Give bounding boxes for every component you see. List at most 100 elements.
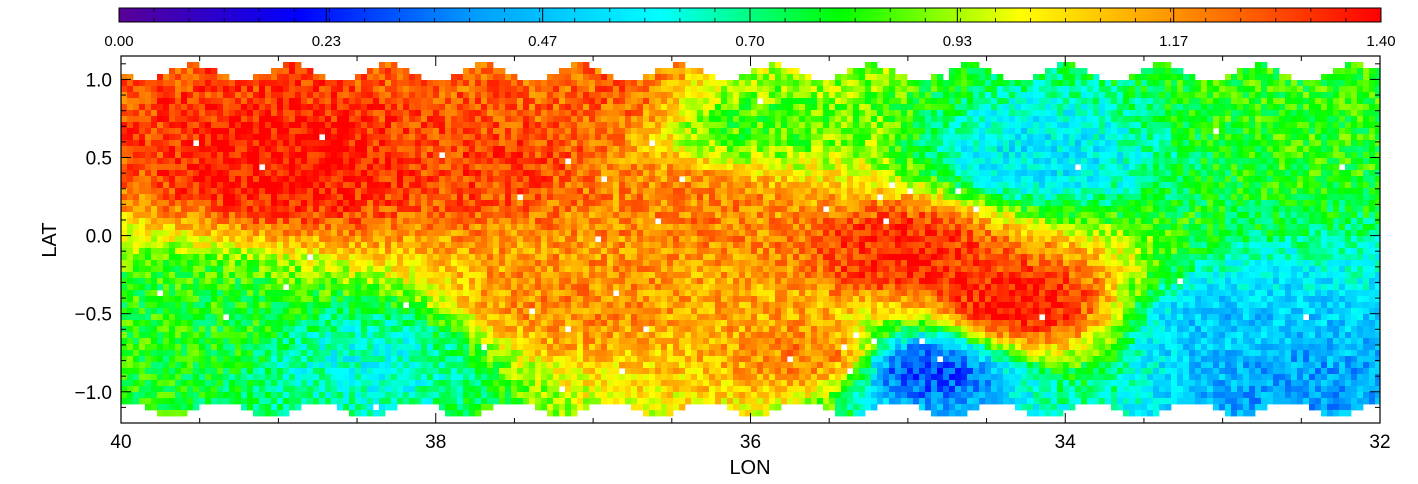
heatmap-cell xyxy=(229,170,236,177)
heatmap-cell xyxy=(937,110,944,117)
heatmap-cell xyxy=(337,146,344,153)
heatmap-cell xyxy=(805,182,812,189)
heatmap-cell xyxy=(1363,116,1370,123)
heatmap-cell xyxy=(715,200,722,207)
heatmap-cell xyxy=(1117,86,1124,93)
heatmap-cell xyxy=(1201,152,1208,159)
heatmap-cell xyxy=(325,128,332,135)
heatmap-cell xyxy=(691,200,698,207)
heatmap-cell xyxy=(301,170,308,177)
heatmap-cell xyxy=(721,146,728,153)
heatmap-cell xyxy=(1141,140,1148,147)
heatmap-cell xyxy=(421,146,428,153)
heatmap-cell xyxy=(685,200,692,207)
heatmap-cell xyxy=(595,194,602,201)
heatmap-cell xyxy=(751,134,758,141)
heatmap-cell xyxy=(1153,152,1160,159)
heatmap-cell xyxy=(259,188,266,195)
heatmap-cell xyxy=(1165,158,1172,165)
heatmap-cell xyxy=(355,140,362,147)
heatmap-cell xyxy=(1099,146,1106,153)
heatmap-cell xyxy=(1255,146,1262,153)
heatmap-cell xyxy=(745,104,752,111)
heatmap-cell xyxy=(1309,128,1316,135)
heatmap-cell xyxy=(529,170,536,177)
heatmap-cell xyxy=(199,176,206,183)
heatmap-cell xyxy=(595,164,602,171)
heatmap-cell xyxy=(1117,146,1124,153)
heatmap-cell xyxy=(1111,146,1118,153)
heatmap-cell xyxy=(691,140,698,147)
heatmap-cell xyxy=(277,68,284,75)
heatmap-cell xyxy=(205,116,212,123)
heatmap-cell xyxy=(499,200,506,207)
heatmap-cell xyxy=(271,122,278,129)
heatmap-cell xyxy=(799,206,806,213)
heatmap-cell xyxy=(547,134,554,141)
heatmap-cell xyxy=(1105,80,1112,87)
heatmap-cell xyxy=(1099,110,1106,117)
heatmap-cell xyxy=(1273,92,1280,99)
heatmap-cell xyxy=(1147,146,1154,153)
heatmap-cell xyxy=(175,176,182,183)
heatmap-cell xyxy=(679,194,686,201)
heatmap-cell xyxy=(1153,122,1160,129)
heatmap-cell xyxy=(961,146,968,153)
heatmap-cell xyxy=(949,80,956,87)
heatmap-cell xyxy=(613,104,620,111)
heatmap-cell xyxy=(973,146,980,153)
heatmap-cell xyxy=(1117,92,1124,99)
heatmap-cell xyxy=(523,92,530,99)
heatmap-cell xyxy=(1123,116,1130,123)
heatmap-cell xyxy=(427,92,434,99)
heatmap-cell xyxy=(163,74,170,81)
heatmap-cell xyxy=(1327,74,1334,81)
heatmap-cell xyxy=(487,176,494,183)
heatmap-cell xyxy=(877,104,884,111)
heatmap-cell xyxy=(1177,134,1184,141)
heatmap-cell xyxy=(511,176,518,183)
heatmap-cell xyxy=(1081,158,1088,165)
heatmap-cell xyxy=(325,122,332,129)
heatmap-cell xyxy=(1351,116,1358,123)
heatmap-cell xyxy=(235,146,242,153)
heatmap-cell xyxy=(1171,68,1178,75)
heatmap-cell xyxy=(667,98,674,105)
heatmap-cell xyxy=(343,98,350,105)
heatmap-cell xyxy=(1135,98,1142,105)
heatmap-cell xyxy=(271,80,278,87)
heatmap-cell xyxy=(493,206,500,213)
heatmap-cell xyxy=(679,122,686,129)
heatmap-cell xyxy=(583,80,590,87)
heatmap-cell xyxy=(313,200,320,207)
heatmap-cell xyxy=(1099,194,1106,201)
heatmap-cell xyxy=(127,128,134,135)
heatmap-cell xyxy=(877,116,884,123)
heatmap-cell xyxy=(541,152,548,159)
heatmap-cell xyxy=(169,176,176,183)
heatmap-cell xyxy=(733,170,740,177)
heatmap-cell xyxy=(205,140,212,147)
heatmap-cell xyxy=(613,80,620,87)
heatmap-cell xyxy=(859,98,866,105)
heatmap-cell xyxy=(175,104,182,111)
heatmap-cell xyxy=(877,200,884,207)
heatmap-cell xyxy=(361,176,368,183)
heatmap-cell xyxy=(481,140,488,147)
heatmap-cell xyxy=(805,98,812,105)
heatmap-cell xyxy=(1093,176,1100,183)
heatmap-cell xyxy=(931,158,938,165)
heatmap-cell xyxy=(1015,170,1022,177)
heatmap-cell xyxy=(1231,74,1238,81)
heatmap-cell xyxy=(1063,200,1070,207)
heatmap-cell xyxy=(385,146,392,153)
heatmap-cell xyxy=(847,86,854,93)
heatmap-cell xyxy=(841,110,848,117)
heatmap-cell xyxy=(1069,128,1076,135)
heatmap-cell xyxy=(985,68,992,75)
heatmap-cell xyxy=(1369,158,1376,165)
heatmap-cell xyxy=(979,122,986,129)
heatmap-cell xyxy=(1033,116,1040,123)
heatmap-cell xyxy=(1123,128,1130,135)
heatmap-cell xyxy=(763,206,770,213)
